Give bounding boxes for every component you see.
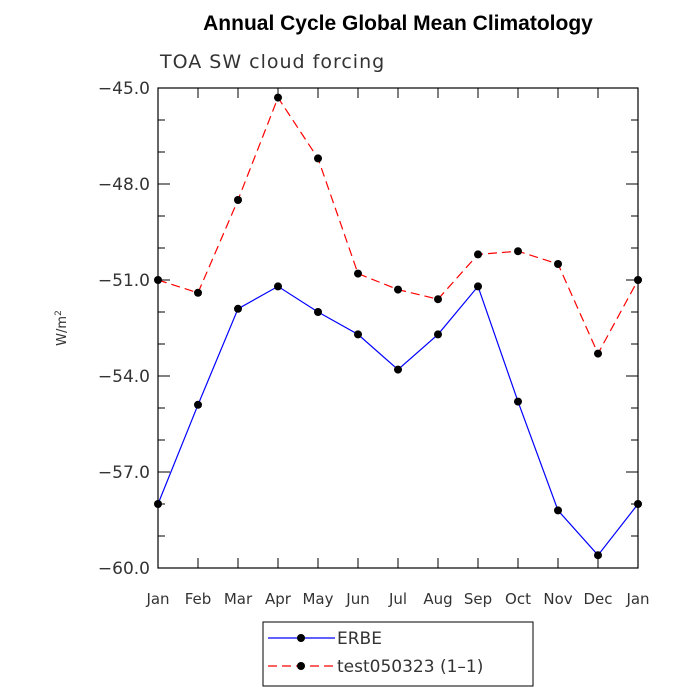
- x-tick-label: Apr: [265, 590, 292, 608]
- series-layer: [154, 93, 642, 560]
- x-tick-label: Feb: [185, 590, 212, 608]
- y-tick-label: −48.0: [98, 175, 150, 195]
- data-point: [634, 500, 642, 508]
- x-tick-label: Dec: [583, 590, 612, 608]
- data-point: [554, 506, 562, 515]
- x-tick-label: Sep: [464, 590, 492, 608]
- y-tick-label: −45.0: [98, 79, 150, 99]
- data-point: [154, 276, 162, 284]
- legend-label-erbe: ERBE: [337, 629, 382, 649]
- legend-box: [262, 621, 534, 687]
- data-point: [514, 247, 522, 256]
- data-point: [594, 551, 602, 560]
- data-point: [274, 93, 282, 102]
- data-point: [194, 288, 202, 297]
- legend-marker-erbe: [297, 634, 305, 642]
- x-tick-label: Jan: [145, 590, 169, 608]
- y-tick-labels: −45.0 −48.0 −51.0 −54.0 −57.0 −60.0: [98, 79, 150, 579]
- data-point: [394, 365, 402, 374]
- data-point: [354, 269, 362, 278]
- data-point: [434, 295, 442, 304]
- data-point: [474, 250, 482, 259]
- data-point: [314, 308, 322, 316]
- y-tick-label: −57.0: [98, 463, 150, 483]
- data-point: [314, 154, 322, 163]
- data-point: [274, 282, 282, 291]
- x-tick-label: Jul: [388, 590, 407, 608]
- data-point: [514, 397, 522, 406]
- series-line-0: [157, 285, 639, 557]
- data-point: [354, 330, 362, 339]
- x-tick-label: Jun: [345, 590, 369, 608]
- data-point: [234, 196, 242, 204]
- x-tick-label: Oct: [505, 590, 531, 608]
- chart-title: Annual Cycle Global Mean Climatology: [203, 12, 593, 35]
- data-point: [474, 282, 482, 291]
- x-tick-label: Jan: [625, 590, 649, 608]
- legend-label-test: test050323 (1–1): [337, 657, 483, 677]
- x-tick-label: Nov: [543, 590, 572, 608]
- legend: ERBE test050323 (1–1): [262, 621, 534, 687]
- legend-marker-test: [297, 662, 305, 670]
- data-point: [234, 304, 242, 313]
- data-point: [634, 276, 642, 284]
- data-point: [434, 330, 442, 339]
- x-tick-labels: Jan Feb Mar Apr May Jun Jul Aug Sep Oct Nov Dec Jan: [145, 590, 649, 608]
- y-axis-label: W/m2: [54, 310, 70, 346]
- y-tick-label: −54.0: [98, 367, 150, 387]
- series-line-1: [157, 96, 639, 355]
- x-tick-label: Mar: [224, 590, 253, 608]
- x-tick-label: May: [302, 590, 333, 608]
- y-tick-label: −51.0: [98, 271, 150, 291]
- data-point: [194, 400, 202, 409]
- y-tick-label: −60.0: [98, 559, 150, 579]
- chart-subtitle: TOA SW cloud forcing: [159, 51, 385, 73]
- x-tick-label: Aug: [423, 590, 452, 608]
- data-point: [554, 260, 562, 268]
- data-point: [154, 500, 162, 508]
- data-point: [394, 285, 402, 294]
- data-point: [594, 349, 602, 358]
